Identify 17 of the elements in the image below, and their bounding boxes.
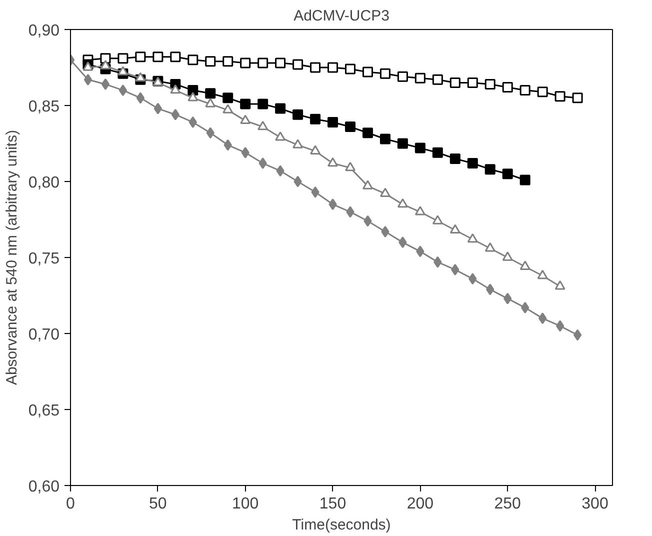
x-tick-label: 250: [494, 496, 522, 512]
x-tick-label: 300: [582, 496, 608, 512]
x-tick-label: 100: [232, 496, 259, 512]
y-tick-label: 0,90: [28, 22, 60, 40]
y-tick-label: 0,70: [28, 326, 60, 344]
chart-title: AdCMV-UCP3: [294, 8, 390, 24]
x-tick-label: 0: [66, 496, 76, 512]
x-tick-label: 200: [406, 496, 434, 512]
y-tick-label: 0,65: [28, 402, 60, 420]
y-tick-label: 0,85: [28, 98, 60, 116]
y-tick-label: 0,75: [28, 250, 60, 268]
y-tick-label: 0,60: [28, 478, 60, 496]
y-tick-label: 0,80: [28, 174, 60, 192]
x-tick-label: 50: [149, 496, 167, 512]
x-axis-title: Time(seconds): [292, 516, 391, 534]
y-axis-title: Absorvance at 540 nm (arbitrary units): [3, 130, 20, 386]
x-tick-label: 150: [319, 496, 346, 512]
